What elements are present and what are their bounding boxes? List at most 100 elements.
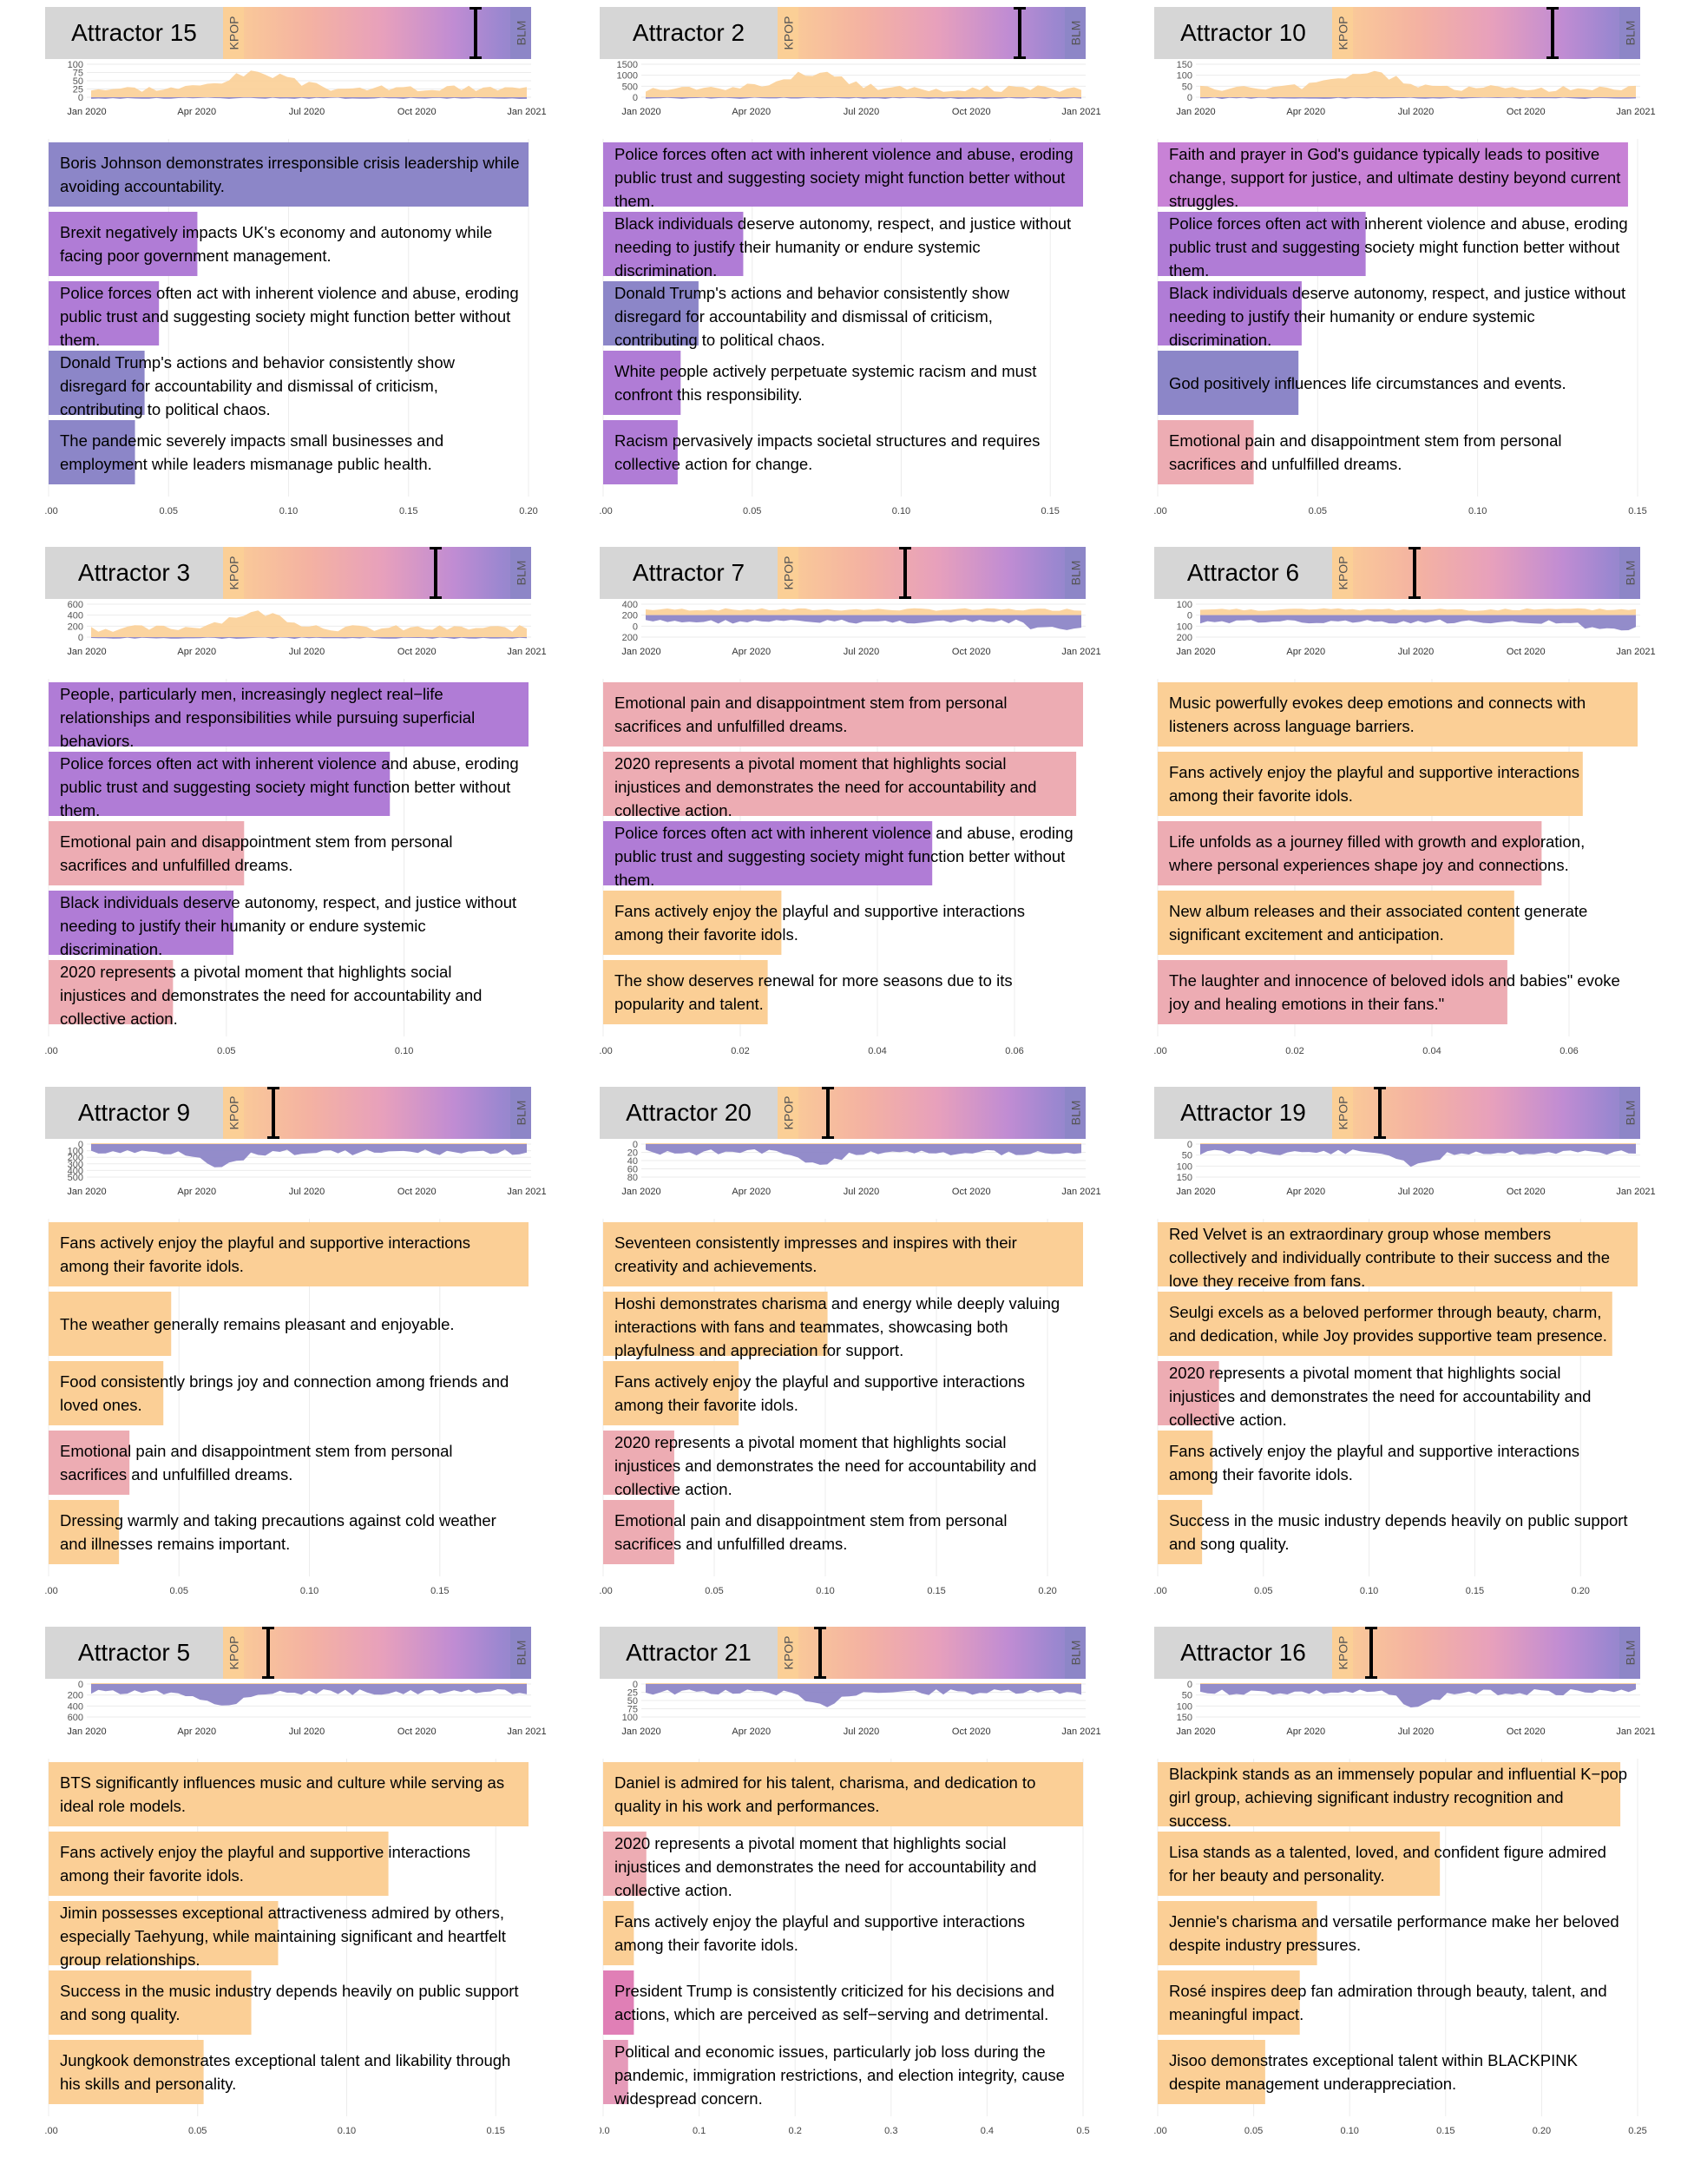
belief-bar [1158,960,1507,1024]
bar-tick-label: 0.05 [1244,2126,1263,2136]
attractor-header: Attractor 20 KPOP BLM [600,1087,1086,1139]
belief-label: Success in the music industry depends he… [1169,1511,1628,1553]
attractor-header: Attractor 15 KPOP BLM [45,7,531,59]
blm-label: BLM [1619,7,1640,59]
kpop-blm-gradient [778,547,1086,599]
blm-volume-area [1200,1684,1636,1707]
ts-tick-label: 0 [1187,611,1192,622]
bar-tick-label: 0.20 [1038,1586,1056,1596]
position-marker [430,547,443,599]
kpop-label-text: KPOP [781,556,795,590]
belief-label: Police forces often act with inherent vi… [614,824,1074,889]
belief-label: Rosé inspires deep fan admiration throug… [1169,1982,1607,2023]
kpop-volume-area [646,71,1081,97]
bar-tick-label: 0.06 [1560,1046,1578,1056]
bar-tick-label: 0.10 [816,1586,834,1596]
ts-tick-label: 80 [627,1173,638,1183]
belief-bar [49,1762,529,1826]
belief-label: Seulgi excels as a beloved performer thr… [1169,1303,1607,1345]
ts-date-label: Jan 2021 [507,1187,546,1197]
position-marker [813,1627,826,1679]
belief-bar-chart: 0.0 0.1 0.2 0.3 0.4 0.5 Daniel is admired for … [600,1759,1120,2158]
bar-tick-label: 0.04 [1422,1046,1441,1056]
bar-chart-svg: 0.00 0.05 0.10 [45,679,529,1056]
ts-tick-label: 400 [68,1701,83,1712]
ts-tick-label: 50 [73,76,83,87]
belief-bar [49,682,529,747]
attractor-title: Attractor 19 [1154,1087,1332,1139]
blm-volume-area [646,1684,1081,1707]
blm-volume-area [646,1144,1081,1165]
belief-label: Black individuals deserve autonomy, resp… [1169,284,1626,349]
ts-tick-label: 150 [1177,61,1192,70]
attractor-header: Attractor 21 KPOP BLM [600,1627,1086,1679]
kpop-label: KPOP [778,7,798,59]
bar-tick-label: 0.15 [927,1586,945,1596]
belief-label: Fans actively enjoy the playful and supp… [614,902,1026,944]
ts-tick-label: 50 [1182,82,1192,92]
ts-tick-label: 0 [78,633,83,643]
bar-chart-svg: 0.00 0.05 0.10 0.15 [45,1759,529,2136]
blm-label: BLM [510,1087,531,1139]
attractor-header: Attractor 5 KPOP BLM [45,1627,531,1679]
kpop-label-text: KPOP [227,1095,240,1130]
ts-date-label: Oct 2020 [1507,107,1546,117]
attractor-title: Attractor 6 [1154,547,1332,599]
belief-label: Black individuals deserve autonomy, resp… [614,214,1072,280]
belief-bar [1158,1500,1203,1564]
ts-date-label: Jan 2020 [67,647,106,657]
ts-date-label: Jan 2020 [621,1187,660,1197]
belief-bar [1158,1222,1638,1286]
ts-date-label: Oct 2020 [397,1187,437,1197]
kpop-label: KPOP [223,547,244,599]
ts-tick-label: 200 [68,1691,83,1701]
ts-date-label: Jan 2020 [1176,647,1215,657]
belief-bar [49,212,198,276]
belief-bar-chart: 0.00 0.05 0.10 0.15 0.20 0.25 Blackpink stands… [1154,1759,1675,2158]
belief-label: Music powerfully evokes deep emotions an… [1169,694,1586,735]
kpop-label-text: KPOP [781,16,795,50]
bar-tick-label: 0.02 [1285,1046,1303,1056]
ts-date-label: Jan 2021 [507,107,546,117]
belief-label: Blackpink stands as an immensely popular… [1169,1765,1628,1830]
ts-tick-label: 40 [627,1156,638,1167]
blm-label-text: BLM [1623,20,1638,46]
blm-volume-area [91,637,527,639]
ts-date-label: Apr 2020 [732,1187,771,1197]
attractor-header: Attractor 2 KPOP BLM [600,7,1086,59]
bar-chart-svg: 0.00 0.05 0.10 0.15 [1154,139,1647,516]
kpop-blm-gradient [223,1087,531,1139]
ts-tick-label: 0 [633,93,638,103]
bar-tick-label: 0.00 [45,506,58,516]
attractor-title: Attractor 5 [45,1627,223,1679]
blm-label-text: BLM [514,20,529,46]
bar-tick-label: 0.15 [487,2126,505,2136]
ts-tick-label: 500 [68,1173,83,1183]
blm-volume-area [91,1144,527,1168]
ts-tick-label: 600 [68,601,83,610]
kpop-label-text: KPOP [781,1095,795,1130]
bar-tick-label: 0.10 [892,506,910,516]
belief-label: Police forces often act with inherent vi… [60,284,519,349]
kpop-label-text: KPOP [1336,1635,1349,1670]
belief-bar [1158,1901,1317,1965]
belief-bar [603,1970,634,2035]
belief-bar [1158,821,1542,885]
belief-bar [603,281,699,345]
ts-date-label: Apr 2020 [1286,1187,1325,1197]
bar-chart-svg: 0.0 0.1 0.2 0.3 0.4 0.5 [600,1759,1090,2136]
ts-tick-label: 50 [627,1696,638,1707]
ts-date-label: Jan 2020 [621,1727,660,1737]
position-marker [1546,7,1560,59]
bar-tick-label: 0.2 [789,2126,802,2136]
belief-bar [603,142,1083,207]
attractor-title: Attractor 3 [45,547,223,599]
ts-tick-label: 100 [68,1147,83,1157]
bar-tick-label: 0.10 [279,506,298,516]
ts-date-label: Jul 2020 [844,647,880,657]
belief-bar [49,1431,130,1495]
belief-label: Fans actively enjoy the playful and supp… [60,1843,471,1885]
bar-tick-label: 0.06 [1005,1046,1023,1056]
